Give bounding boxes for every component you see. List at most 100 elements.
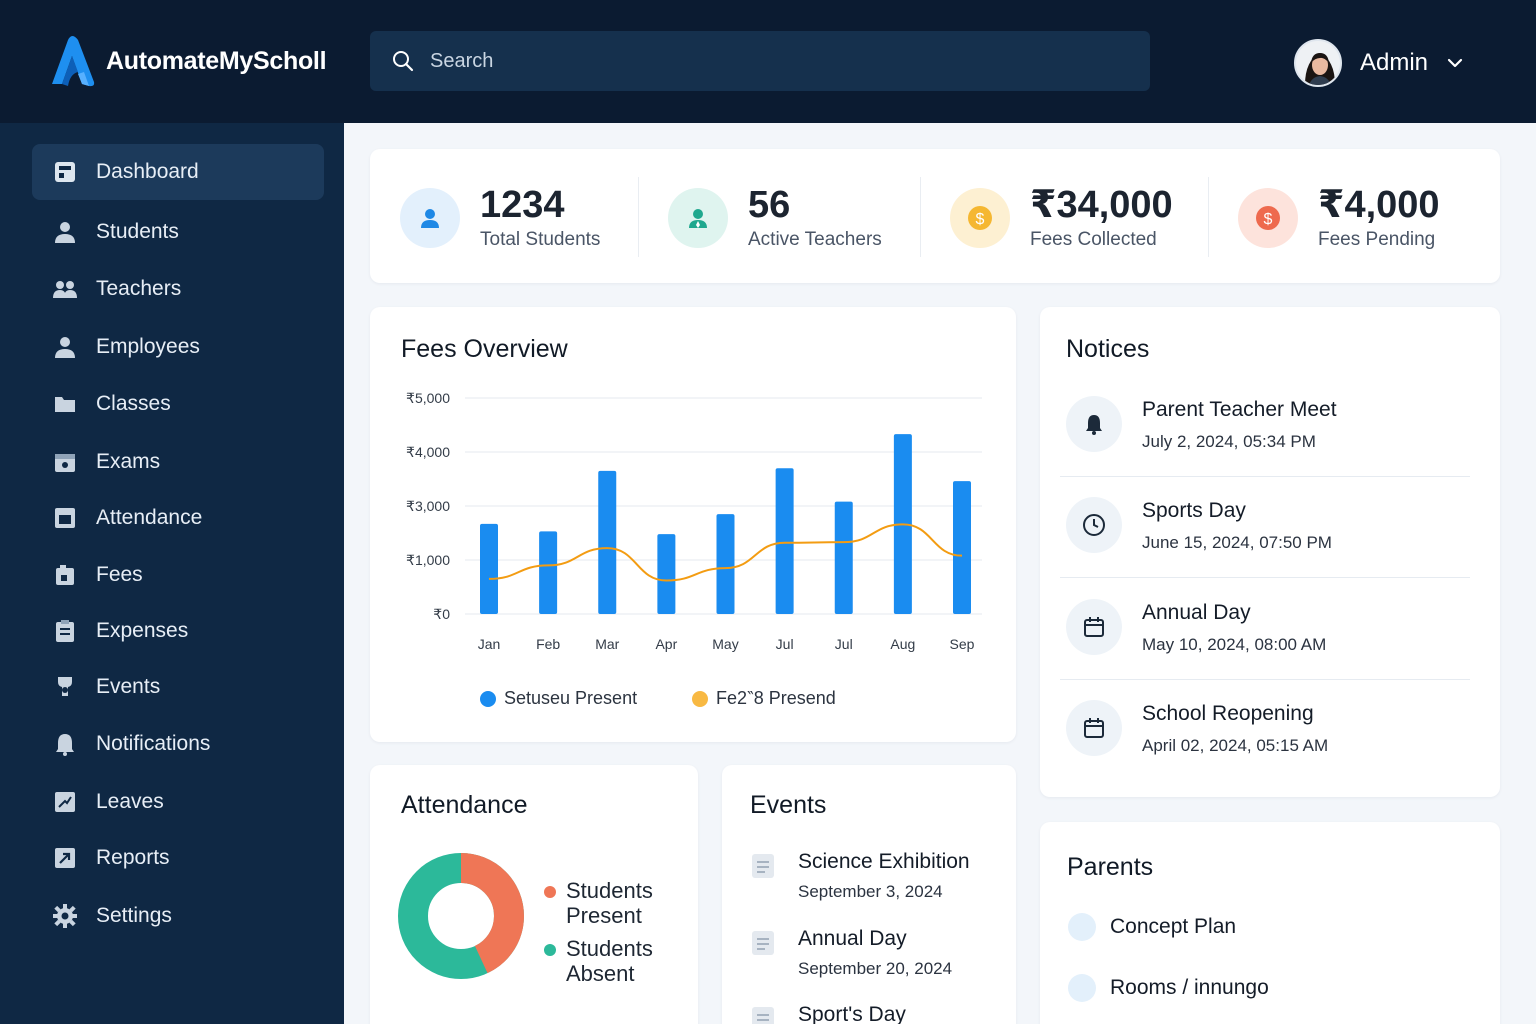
sidebar-item-exams[interactable]: Exams [32,434,324,490]
fees-icon [52,562,78,588]
stat-active-teachers[interactable]: 56 Active Teachers [668,185,882,251]
sidebar-item-label: Fees [96,563,143,586]
dollar-icon: $ [950,188,1010,248]
attendance-donut-chart [398,853,524,979]
sidebar-item-label: Teachers [96,277,182,300]
stat-label: Fees Collected [1030,229,1157,250]
chevron-down-icon[interactable] [1446,57,1464,69]
svg-text:$: $ [1264,211,1273,228]
notice-time: July 2, 2024, 05:34 PM [1142,432,1316,451]
search-input[interactable] [430,49,1070,73]
calendar-icon [1066,599,1122,655]
legend-dot [544,886,556,898]
legend-dot [480,690,496,707]
avatar[interactable] [1294,39,1342,87]
notice-item[interactable]: Parent Teacher Meet July 2, 2024, 05:34 P… [1066,396,1337,452]
sidebar-item-label: Leaves [96,790,164,813]
clock-icon [1066,497,1122,553]
events-title: Events [750,791,827,819]
bar-jul[interactable] [834,501,853,614]
attendance-title: Attendance [401,791,528,819]
x-tick-label: Apr [655,636,677,652]
sidebar-item-attendance[interactable]: Attendance [32,490,324,546]
notice-title: Annual Day [1142,601,1251,624]
event-item[interactable]: Sport's Day [750,1003,906,1024]
bar-apr[interactable] [657,534,676,614]
stat-fees-pending[interactable]: $ ₹4,000 Fees Pending [1238,185,1440,251]
user-menu[interactable]: Admin [1294,39,1464,87]
sidebar-item-label: Classes [96,392,171,415]
folder-icon [52,391,78,417]
stat-fees-collected[interactable]: $ ₹34,000 Fees Collected [950,185,1173,251]
x-tick-label: Jul [776,636,794,652]
attendance-legend-item: Students Present [544,878,676,928]
stat-total-students[interactable]: 1234 Total Students [400,185,600,251]
sidebar-item-reports[interactable]: Reports [32,830,324,886]
brand-logo[interactable]: AutomateMyScholl [48,34,327,88]
sidebar-item-events[interactable]: Events [32,659,324,715]
bar-mar[interactable] [598,470,617,614]
bar-jul[interactable] [775,468,794,614]
sidebar-item-teachers[interactable]: Teachers [32,261,324,317]
parent-label: Rooms / innungo [1110,976,1269,999]
event-date: September 3, 2024 [798,882,943,901]
sidebar-item-dashboard[interactable]: Dashboard [32,144,324,200]
sidebar-item-label: Expenses [96,619,189,642]
event-item[interactable]: Annual Day September 20, 2024 [750,927,952,979]
attendance-legend-item: Students Absent [544,936,676,986]
search-bar[interactable] [370,31,1150,91]
y-tick-label: ₹1,000 [406,552,450,568]
notice-item[interactable]: Sports Day June 15, 2024, 07:50 PM [1066,497,1332,553]
attendance-icon [52,505,78,531]
y-tick-label: ₹4,000 [406,444,450,460]
sidebar-item-classes[interactable]: Classes [32,376,324,432]
notice-time: May 10, 2024, 08:00 AM [1142,635,1327,654]
user-name: Admin [1360,49,1429,76]
stat-divider [920,177,921,257]
notice-time: April 02, 2024, 05:15 AM [1142,736,1329,755]
bar-feb[interactable] [539,531,558,614]
donut-slice-present[interactable] [398,853,524,979]
bar-may[interactable] [716,514,735,614]
dollar-icon: $ [1238,188,1298,248]
calendar-icon [52,449,78,475]
event-item[interactable]: Science Exhibition September 3, 2024 [750,850,970,902]
sidebar-item-label: Notifications [96,732,211,755]
event-title: Annual Day [798,927,907,950]
clipboard-icon [52,618,78,644]
sidebar-item-label: Students [96,220,179,243]
sidebar-item-notifications[interactable]: Notifications [32,716,324,772]
document-icon [752,854,774,878]
sidebar-item-expenses[interactable]: Expenses [32,603,324,659]
x-tick-label: Mar [595,636,619,652]
parent-item[interactable]: Rooms / innungo [1068,974,1269,1002]
legend-dot [692,690,708,707]
stat-value: 1234 [480,184,565,226]
sidebar: Dashboard Students Teachers Employees Classe… [0,123,344,1024]
notice-title: Parent Teacher Meet [1142,398,1337,421]
sidebar-item-fees[interactable]: Fees [32,547,324,603]
chart-legend-item: Setuseu Present [480,688,637,709]
search-icon [393,51,414,72]
bar-jan[interactable] [480,523,498,614]
x-tick-label: Sep [950,636,975,652]
users-icon [52,276,78,302]
sidebar-item-settings[interactable]: Settings [32,888,324,944]
notice-item[interactable]: School Reopening April 02, 2024, 05:15 AM [1066,700,1328,756]
sidebar-item-students[interactable]: Students [32,204,324,260]
sidebar-item-label: Attendance [96,506,203,529]
parent-item[interactable]: Concept Plan [1068,913,1236,941]
stat-label: Active Teachers [748,229,882,250]
bar-sep[interactable] [953,481,971,614]
sidebar-item-leaves[interactable]: Leaves [32,774,324,830]
dashboard-icon [52,159,78,185]
stat-value: ₹34,000 [1030,184,1173,226]
user-icon [52,219,78,245]
reports-icon [52,845,78,871]
bell-icon [1066,396,1122,452]
notice-item[interactable]: Annual Day May 10, 2024, 08:00 AM [1066,599,1326,655]
stat-label: Total Students [480,229,601,250]
sidebar-item-employees[interactable]: Employees [32,319,324,375]
y-tick-label: ₹3,000 [406,498,450,514]
notice-time: June 15, 2024, 07:50 PM [1142,533,1332,552]
